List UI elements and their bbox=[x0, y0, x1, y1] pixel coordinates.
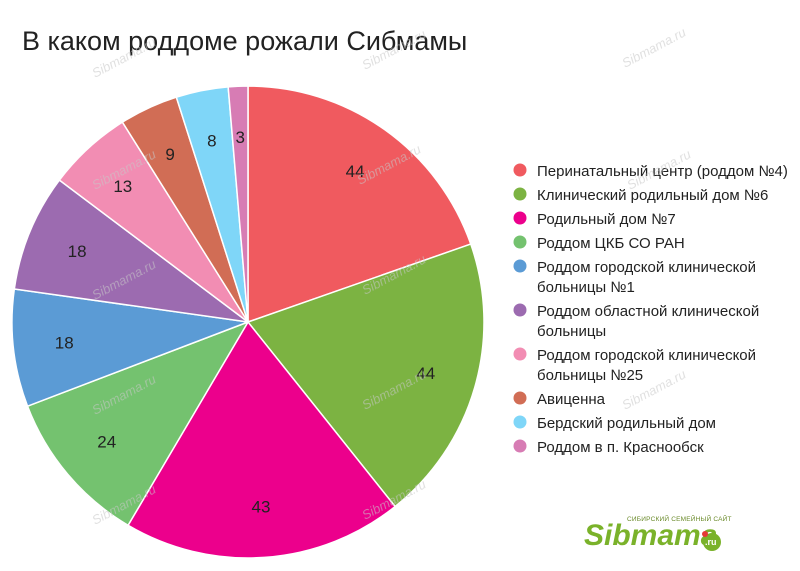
legend-label: Перинатальный центр (роддом №4) bbox=[537, 163, 788, 180]
watermark-text: Sibmama.ru bbox=[619, 25, 688, 71]
legend-item-9: Бердский родильный дом bbox=[513, 415, 716, 432]
slice-value-label: 8 bbox=[207, 132, 216, 151]
pie-slice-4 bbox=[26, 320, 250, 527]
legend-label: Авиценна bbox=[537, 391, 606, 408]
pie-slice-5 bbox=[11, 288, 249, 408]
legend-marker bbox=[513, 211, 527, 225]
legend-label: Клинический родильный дом №6 bbox=[537, 187, 768, 204]
legend-item-8: Авиценна bbox=[513, 391, 606, 408]
logo-subtitle: СИБИРСКИЙ СЕМЕЙНЫЙ САЙТ bbox=[627, 514, 732, 523]
logo-main-text: Sibmama bbox=[584, 519, 717, 552]
legend-label: Родильный дом №7 bbox=[537, 211, 676, 228]
legend: Перинатальный центр (роддом №4) Клиническ… bbox=[513, 163, 788, 456]
slice-value-label: 13 bbox=[113, 177, 132, 196]
legend-marker bbox=[513, 235, 527, 249]
legend-label: Роддом в п. Краснообск bbox=[537, 439, 704, 456]
legend-item-4: Роддом ЦКБ СО РАН bbox=[513, 235, 685, 252]
slice-value-label: 3 bbox=[235, 128, 244, 147]
legend-marker bbox=[513, 187, 527, 201]
legend-item-2: Клинический родильный дом №6 bbox=[513, 187, 768, 204]
legend-item-5: Роддом городской клинической больницы №1 bbox=[513, 259, 756, 296]
slice-value-label: 18 bbox=[68, 242, 87, 261]
legend-marker bbox=[513, 163, 527, 177]
legend-item-7: Роддом городской клинической больницы №25 bbox=[513, 347, 756, 384]
sibmama-logo: СИБИРСКИЙ СЕМЕЙНЫЙ САЙТ Sibmama .ru bbox=[584, 514, 732, 552]
legend-marker bbox=[513, 259, 527, 273]
pie-slice-6 bbox=[13, 179, 249, 323]
slice-value-label: 44 bbox=[346, 162, 365, 181]
legend-marker bbox=[513, 391, 527, 405]
logo-badge bbox=[703, 533, 721, 551]
legend-label: Роддом областной клинической больницы bbox=[537, 303, 759, 340]
slice-value-label: 9 bbox=[165, 145, 174, 164]
legend-marker bbox=[513, 439, 527, 453]
legend-item-10: Роддом в п. Краснообск bbox=[513, 439, 704, 456]
slice-value-label: 18 bbox=[55, 334, 74, 353]
slice-value-label: 44 bbox=[416, 364, 435, 383]
slice-labels: 44 44 43 24 18 18 13 9 8 3 bbox=[55, 128, 436, 516]
legend-item-6: Роддом областной клинической больницы bbox=[513, 303, 759, 340]
pie-slice-3 bbox=[127, 320, 397, 559]
legend-label: Бердский родильный дом bbox=[537, 415, 716, 432]
legend-marker bbox=[513, 415, 527, 429]
pie-slice-2 bbox=[246, 243, 485, 508]
legend-item-1: Перинатальный центр (роддом №4) bbox=[513, 163, 788, 180]
chart-title: В каком роддоме рожали Сибмамы bbox=[22, 26, 467, 56]
slice-value-label: 24 bbox=[97, 432, 116, 451]
pie-slices bbox=[11, 85, 485, 559]
legend-label: Роддом городской клинической больницы №1 bbox=[537, 259, 756, 296]
legend-item-3: Родильный дом №7 bbox=[513, 211, 676, 228]
logo-suffix: .ru bbox=[705, 537, 717, 547]
legend-marker bbox=[513, 303, 527, 317]
slice-value-label: 43 bbox=[252, 498, 271, 517]
legend-label: Роддом городской клинической больницы №25 bbox=[537, 347, 756, 384]
legend-marker bbox=[513, 347, 527, 361]
pie-slice-10 bbox=[227, 85, 249, 323]
legend-label: Роддом ЦКБ СО РАН bbox=[537, 235, 685, 252]
logo-dot bbox=[702, 531, 708, 537]
